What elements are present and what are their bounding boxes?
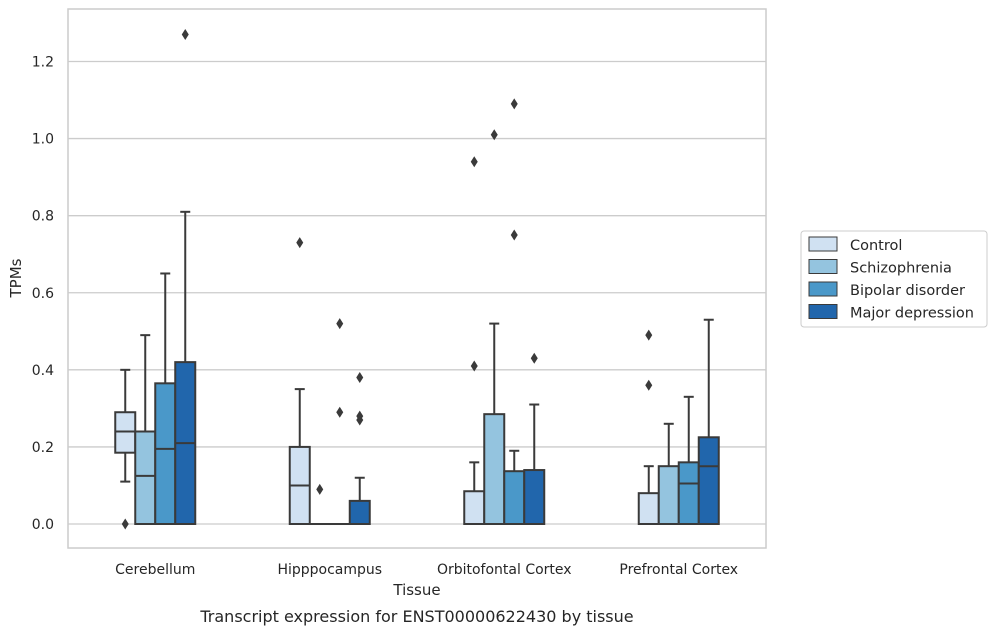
box-body: [154, 382, 177, 525]
box-body: [697, 436, 720, 525]
y-tick-label: 0.6: [32, 286, 54, 302]
outlier-point: [510, 98, 518, 110]
box-bipolar-disorder: [328, 318, 351, 526]
box-major-depression: [174, 29, 197, 525]
outlier-point: [510, 229, 518, 241]
box-schizophrenia: [483, 129, 506, 525]
legend-label: Major depression: [850, 306, 974, 322]
box-control: [288, 237, 311, 525]
box-bipolar-disorder: [503, 98, 526, 525]
outlier-point: [181, 29, 189, 41]
box-body: [463, 490, 486, 526]
outlier-point: [316, 483, 324, 495]
box-body: [637, 492, 660, 525]
x-axis-title: Tissue: [392, 581, 440, 599]
box-major-depression: [523, 352, 546, 525]
box-schizophrenia: [657, 422, 680, 525]
legend: Control Schizophrenia Bipolar disorder Majo…: [800, 230, 988, 328]
outlier-point: [530, 352, 538, 364]
box-body: [657, 465, 680, 525]
outlier-point: [645, 329, 653, 341]
y-tick-label: 0.4: [32, 363, 54, 379]
x-axis-ticks: Cerebellum Hipppocampus Orbitofontal Corte…: [115, 562, 738, 578]
outlier-point: [490, 129, 498, 141]
x-tick-label: Cerebellum: [115, 562, 195, 578]
y-tick-label: 1.0: [32, 132, 54, 148]
box-major-depression: [697, 318, 720, 525]
y-tick-label: 0.0: [32, 517, 54, 533]
box-body: [483, 413, 506, 525]
box-bipolar-disorder: [677, 395, 700, 526]
box-body: [348, 499, 371, 525]
plot-area-frame: [67, 8, 767, 549]
outlier-point: [470, 156, 478, 168]
x-tick-label: Hipppocampus: [277, 562, 382, 578]
box-plots: [114, 29, 720, 530]
box-major-depression: [348, 372, 371, 525]
y-axis-title: TPMs: [7, 258, 25, 298]
outlier-point: [121, 518, 129, 530]
y-tick-label: 0.8: [32, 209, 54, 225]
outlier-point: [356, 410, 364, 422]
box-body: [134, 430, 157, 525]
outlier-point: [296, 237, 304, 249]
box-control: [463, 156, 486, 526]
legend-label: Bipolar disorder: [850, 283, 965, 299]
y-tick-label: 0.2: [32, 440, 54, 456]
box-body: [503, 470, 526, 525]
y-tick-label: 1.2: [32, 55, 54, 71]
legend-frame: [800, 230, 988, 328]
legend-swatch: [808, 304, 838, 319]
outlier-point: [336, 406, 344, 418]
x-tick-label: Prefrontal Cortex: [619, 562, 738, 578]
box-body: [523, 469, 546, 525]
box-control: [114, 368, 137, 530]
legend-swatch: [808, 236, 838, 252]
chart-caption: Transcript expression for ENST0000062243…: [199, 607, 633, 626]
x-tick-label: Orbitofontal Cortex: [437, 562, 572, 578]
legend-label: Control: [850, 238, 902, 254]
legend-swatch: [808, 259, 838, 274]
box-schizophrenia: [134, 334, 157, 525]
outlier-point: [356, 372, 364, 384]
outlier-point: [336, 318, 344, 330]
box-body: [677, 461, 700, 526]
legend-label: Schizophrenia: [850, 261, 952, 277]
box-schizophrenia: [308, 483, 331, 526]
box-control: [637, 329, 660, 525]
legend-swatch: [808, 281, 838, 297]
outlier-point: [645, 379, 653, 391]
box-bipolar-disorder: [154, 272, 177, 525]
outlier-point: [470, 360, 478, 372]
y-axis-ticks: 0.0 0.2 0.4 0.6 0.8 1.0 1.2: [32, 55, 54, 534]
